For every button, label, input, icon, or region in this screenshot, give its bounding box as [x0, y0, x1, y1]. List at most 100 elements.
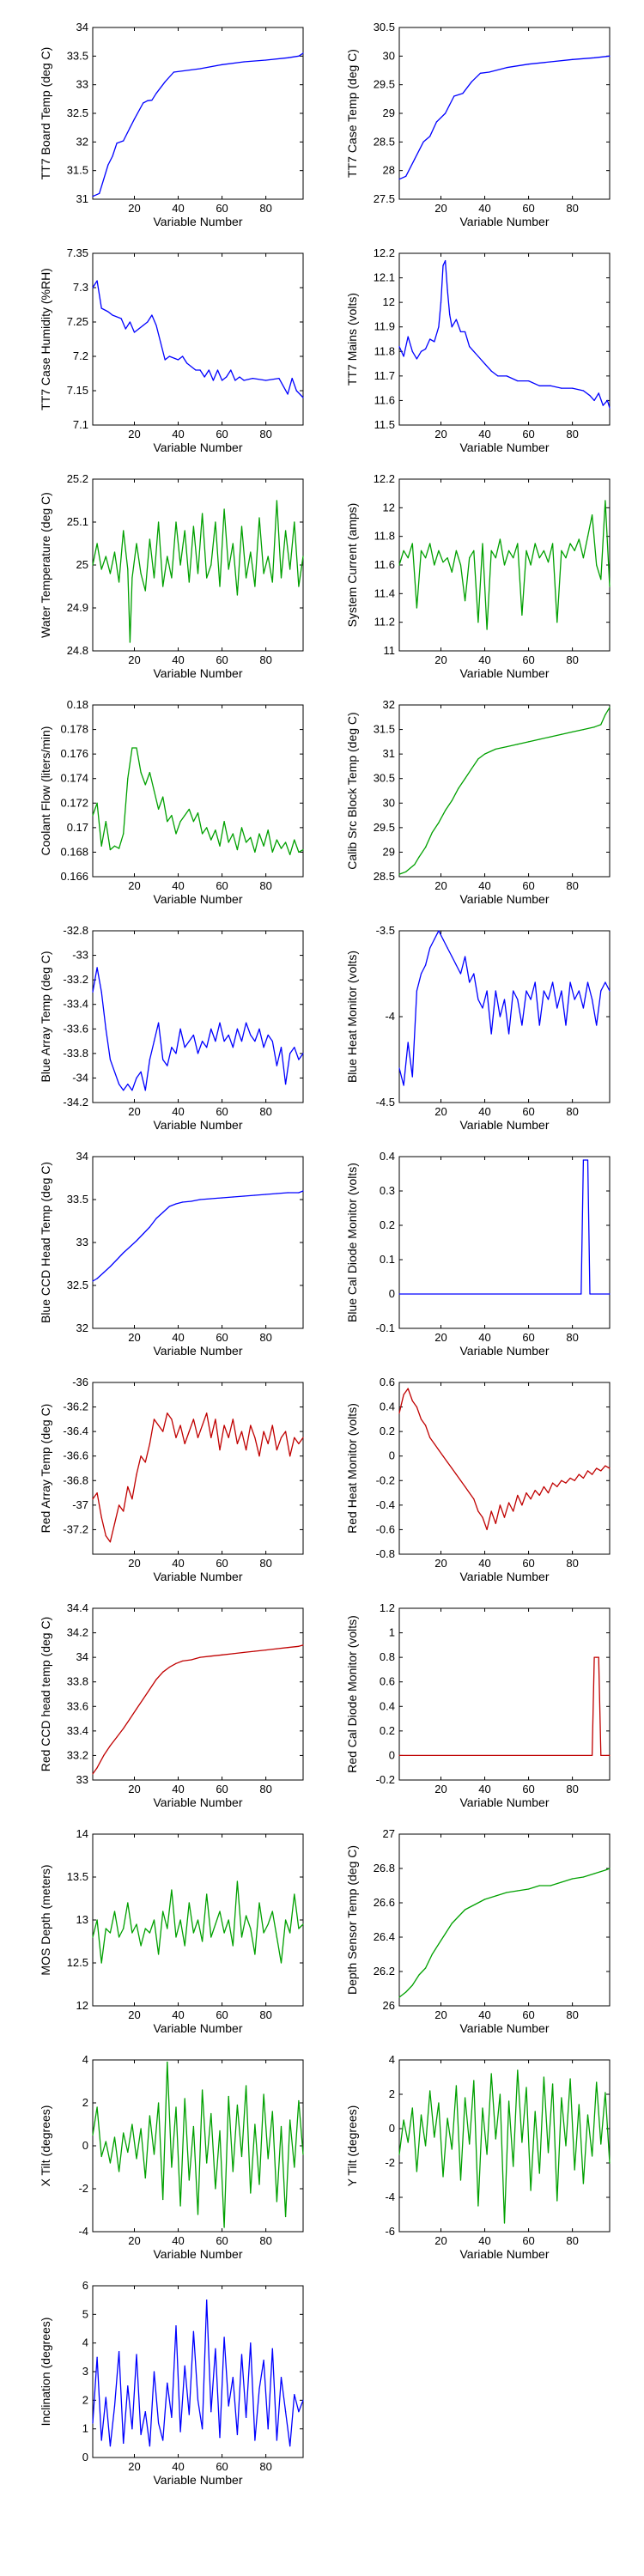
y-tick-label: 1: [82, 2422, 88, 2435]
data-point: [447, 557, 448, 559]
data-point: [197, 1437, 199, 1438]
x-tick-label: 80: [566, 1331, 578, 1344]
data-point: [216, 369, 219, 371]
y-tick-label: -4: [385, 1010, 395, 1023]
data-point: [482, 2107, 483, 2109]
data-point: [228, 841, 229, 843]
x-tick-label: 20: [434, 653, 447, 666]
data-point: [215, 2348, 216, 2349]
data-point: [280, 1962, 283, 1964]
data-point: [263, 1932, 264, 1934]
y-tick-label: 26.2: [374, 1965, 395, 1978]
data-point: [572, 387, 574, 389]
data-point: [565, 1482, 567, 1484]
data-point: [298, 851, 300, 854]
data-point: [136, 1240, 137, 1242]
data-point: [593, 1656, 595, 1658]
chart-3: 20 40 60 80 7.1 7.15 7.2 7.25 7.3 7.35 Variable Nu…: [39, 246, 304, 454]
data-point: [490, 2073, 492, 2075]
data-point: [596, 564, 598, 566]
y-tick-label: 0.3: [380, 1184, 395, 1197]
y-tick-label: 33: [76, 1236, 88, 1249]
y-tick-label: 0.176: [60, 747, 88, 760]
y-tick-label: 5: [82, 2307, 88, 2320]
data-point: [254, 1040, 256, 1042]
y-tick-label: 32.5: [67, 106, 88, 119]
x-tick-label: 80: [566, 1783, 578, 1795]
y-tick-label: 29: [383, 845, 395, 858]
data-point: [429, 338, 431, 340]
data-point: [197, 812, 199, 814]
data-point: [149, 2445, 150, 2447]
y-axis-label: Blue Array Temp (deg C): [39, 951, 52, 1082]
data-point: [495, 1895, 496, 1897]
data-point: [447, 1461, 448, 1463]
data-point: [429, 136, 431, 137]
y-tick-label: 3: [82, 2365, 88, 2378]
data-point: [123, 833, 125, 835]
data-point: [162, 1059, 164, 1060]
data-point: [175, 833, 177, 835]
data-point: [131, 577, 133, 579]
data-point: [144, 784, 146, 786]
data-point: [298, 1928, 300, 1929]
data-point: [116, 1736, 118, 1738]
data-point: [289, 1932, 291, 1934]
x-tick-label: 60: [216, 653, 228, 666]
y-tick-label: 24.9: [67, 601, 88, 614]
data-point: [168, 355, 170, 357]
data-point: [280, 848, 283, 849]
chart-12: 20 40 60 80 -0.1 0 0.1 0.2 0.3 0.4 Variable Number…: [345, 1150, 611, 1358]
y-tick-label: 0.1: [380, 1253, 395, 1266]
y-tick-label: -37.2: [63, 1522, 88, 1535]
data-point: [219, 2129, 221, 2132]
data-point: [572, 58, 574, 60]
data-point: [210, 839, 212, 841]
data-point: [506, 67, 507, 69]
y-tick-label: -2: [78, 2182, 88, 2195]
y-tick-label: -0.2: [376, 1473, 395, 1486]
x-tick-label: 60: [216, 2234, 228, 2247]
y-tick-label: 33.5: [67, 1193, 88, 1206]
data-point: [609, 407, 611, 409]
data-point: [284, 841, 287, 843]
data-point: [538, 1885, 540, 1886]
data-point: [232, 1653, 234, 1655]
data-point: [171, 814, 173, 817]
data-point: [188, 1431, 190, 1432]
y-tick-label: 26.4: [374, 1930, 395, 1943]
plot-area: [92, 704, 304, 878]
data-point: [197, 1919, 199, 1921]
y-tick-label: -2: [385, 2156, 395, 2169]
data-point: [499, 1504, 501, 1506]
data-point: [422, 141, 424, 143]
data-point: [294, 1893, 295, 1895]
data-point: [455, 550, 457, 551]
data-point: [442, 1455, 444, 1457]
y-tick-label: -4.5: [376, 1096, 395, 1109]
data-point: [506, 1892, 507, 1893]
y-axis-label: X Tilt (degrees): [39, 2105, 52, 2187]
data-point: [289, 2119, 291, 2121]
data-point: [219, 2437, 221, 2439]
data-point: [578, 2104, 580, 2105]
data-point: [129, 1246, 131, 1248]
x-axis-label: Variable Number: [459, 2247, 549, 2261]
y-tick-label: 24.8: [67, 644, 88, 657]
data-point: [92, 1498, 94, 1500]
data-point: [517, 380, 519, 382]
chart-16: 20 40 60 80 -0.2 0 0.2 0.4 0.6 0.8 1 1.2 Variable Nu…: [345, 1601, 611, 1809]
data-point: [210, 1028, 212, 1030]
y-tick-label: 0.8: [380, 1650, 395, 1663]
data-point: [254, 1194, 256, 1196]
x-tick-label: 20: [434, 1331, 447, 1344]
y-tick-label: 11: [384, 644, 396, 657]
data-point: [188, 1902, 190, 1904]
data-point: [486, 990, 488, 992]
data-point: [609, 55, 611, 57]
data-point: [407, 557, 409, 559]
data-point: [206, 2162, 208, 2164]
data-point: [609, 2162, 611, 2164]
y-tick-label: -36.4: [63, 1425, 88, 1437]
x-tick-label: 20: [434, 2008, 447, 2021]
